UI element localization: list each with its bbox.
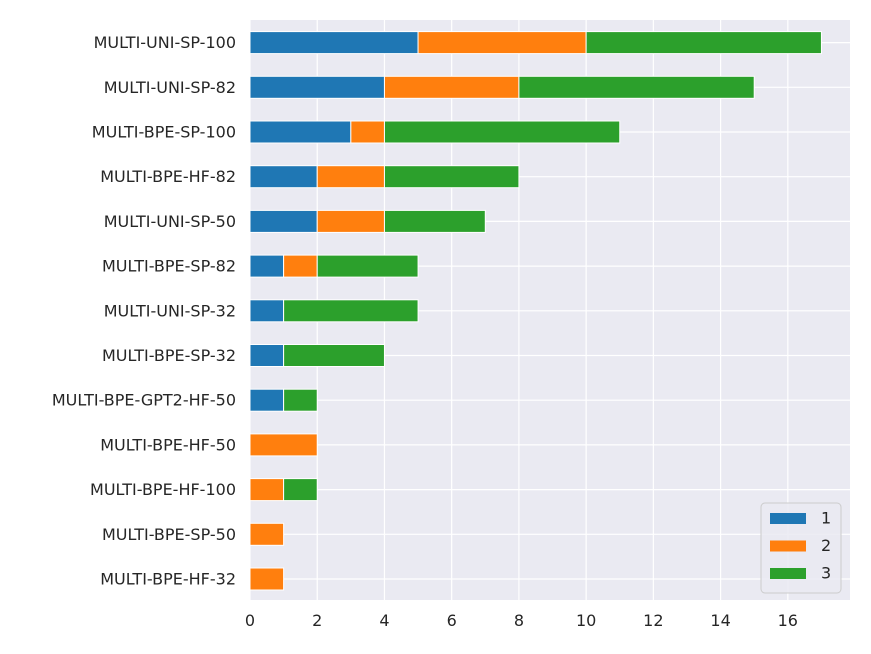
bar-segment-series-2 <box>249 567 285 591</box>
y-tick-label: MULTI-UNI-SP-82 <box>104 78 236 97</box>
x-tick-label: 4 <box>379 611 389 630</box>
x-tick-label: 14 <box>710 611 730 630</box>
bar-segment-series-2 <box>350 120 385 144</box>
y-tick-label: MULTI-BPE-SP-32 <box>102 346 236 365</box>
bar-segment-series-2 <box>283 254 318 278</box>
bar-segment-series-2 <box>417 31 587 55</box>
bar-segment-series-3 <box>283 299 419 323</box>
x-tick-label: 12 <box>643 611 663 630</box>
y-tick-label: MULTI-BPE-HF-82 <box>100 167 236 186</box>
legend-swatch-1 <box>770 513 806 524</box>
bar-segment-series-2 <box>316 165 385 189</box>
legend-swatch-2 <box>770 540 806 552</box>
y-tick-label: MULTI-BPE-HF-50 <box>100 435 236 454</box>
x-tick-label: 2 <box>312 611 322 630</box>
bar-segment-series-1 <box>249 120 352 144</box>
legend-swatch-3 <box>770 568 806 579</box>
bar-segment-series-1 <box>249 388 285 412</box>
y-tick-label: MULTI-BPE-SP-50 <box>102 525 236 544</box>
bars <box>249 31 822 591</box>
bar-segment-series-3 <box>585 31 822 55</box>
bar-segment-series-2 <box>316 209 385 233</box>
bar-segment-series-2 <box>249 478 285 502</box>
bar-segment-series-1 <box>249 209 318 233</box>
bar-segment-series-3 <box>316 254 419 278</box>
bar-segment-series-3 <box>283 478 318 502</box>
legend-label-2: 2 <box>821 536 831 555</box>
x-tick-labels: 0 2 4 6 8 10 12 14 16 <box>245 611 798 630</box>
bar-segment-series-3 <box>283 344 385 367</box>
bar-segment-series-3 <box>383 120 621 144</box>
y-tick-label: MULTI-BPE-HF-32 <box>100 570 236 589</box>
x-tick-label: 10 <box>576 611 596 630</box>
y-tick-label: MULTI-BPE-SP-82 <box>102 257 236 276</box>
bar-segment-series-3 <box>383 209 486 233</box>
bar-segment-series-1 <box>249 344 285 367</box>
bar-segment-series-2 <box>249 433 318 457</box>
bar-segment-series-3 <box>518 75 755 99</box>
y-tick-label: MULTI-UNI-SP-100 <box>94 33 236 52</box>
bar-segment-series-1 <box>249 165 318 189</box>
x-tick-label: 16 <box>778 611 798 630</box>
bar-segment-series-1 <box>249 299 285 323</box>
bar-segment-series-3 <box>383 165 520 189</box>
legend-label-1: 1 <box>821 509 831 528</box>
y-tick-label: MULTI-UNI-SP-32 <box>104 301 236 320</box>
bar-segment-series-1 <box>249 75 385 99</box>
y-tick-label: MULTI-UNI-SP-50 <box>104 212 236 231</box>
x-tick-label: 6 <box>447 611 457 630</box>
legend-label-3: 3 <box>821 564 831 583</box>
y-tick-label: MULTI-BPE-SP-100 <box>92 123 236 142</box>
bar-segment-series-3 <box>283 388 318 412</box>
y-tick-label: MULTI-BPE-GPT2-HF-50 <box>52 391 236 410</box>
bar-segment-series-2 <box>383 75 520 99</box>
bar-segment-series-1 <box>249 254 285 278</box>
y-tick-labels: MULTI-UNI-SP-100 MULTI-UNI-SP-82 MULTI-BPE… <box>52 33 236 588</box>
x-tick-label: 8 <box>514 611 524 630</box>
x-tick-label: 0 <box>245 611 255 630</box>
bar-segment-series-1 <box>249 31 419 55</box>
bar-segment-series-2 <box>249 522 285 546</box>
legend: 1 2 3 <box>760 502 842 594</box>
y-tick-label: MULTI-BPE-HF-100 <box>90 480 236 499</box>
